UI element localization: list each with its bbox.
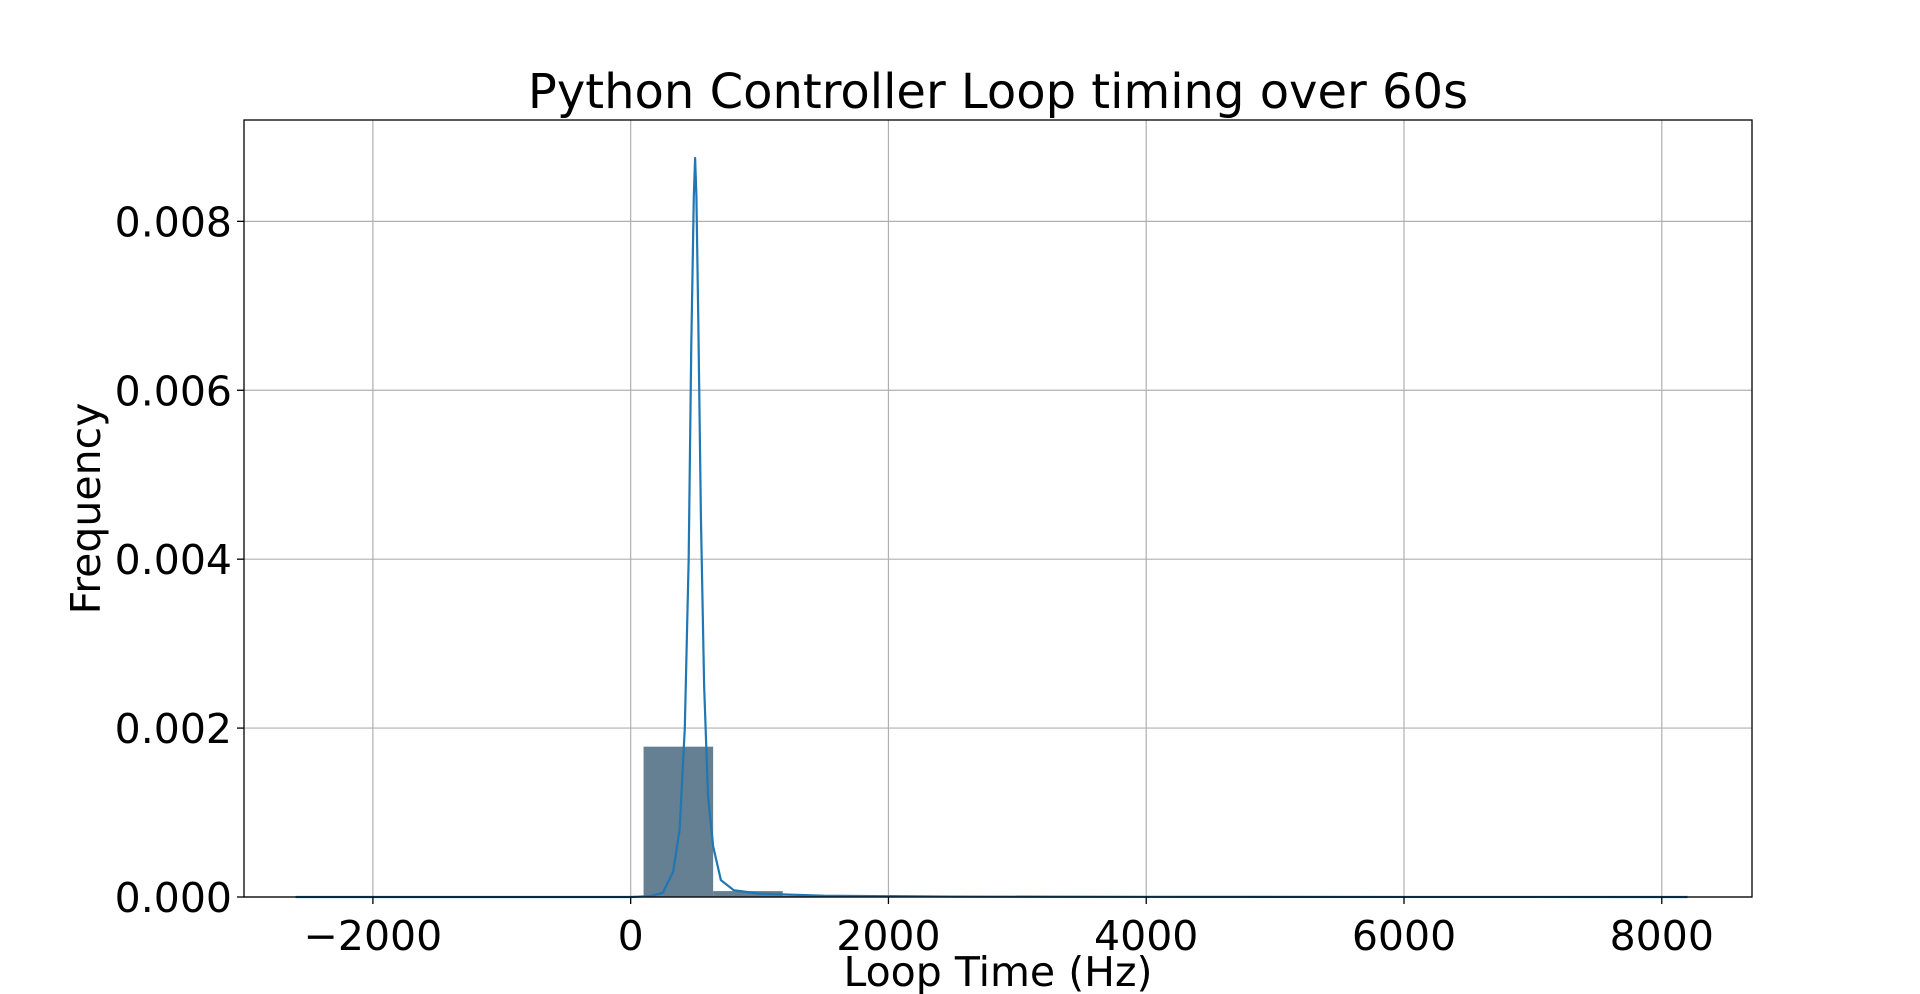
y-tick-label: 0.004 — [115, 536, 232, 584]
histogram-bar — [643, 746, 714, 897]
x-tick-label: 8000 — [1610, 912, 1714, 960]
curve-layer — [295, 156, 1688, 899]
x-tick-label: −2000 — [304, 912, 443, 960]
chart-title: Python Controller Loop timing over 60s — [528, 64, 1468, 120]
x-tick-label: 4000 — [1094, 912, 1198, 960]
bars-layer — [643, 746, 1131, 898]
ticks-layer: −2000 0 2000 4000 6000 8000 0.000 0.002 0.004 0.0… — [115, 198, 1714, 960]
kde-curve-line — [295, 156, 1688, 899]
x-tick-label: 6000 — [1352, 912, 1456, 960]
y-axis-label: Frequency — [62, 403, 110, 615]
x-tick-label: 2000 — [836, 912, 940, 960]
plot-frame — [243, 119, 1753, 898]
y-tick-label: 0.000 — [115, 874, 232, 922]
y-tick-label: 0.006 — [115, 367, 232, 415]
y-tick-label: 0.002 — [115, 705, 232, 753]
x-tick-label: 0 — [618, 912, 644, 960]
grid-layer — [244, 120, 1752, 898]
histogram-bar — [713, 891, 783, 897]
x-axis-label: Loop Time (Hz) — [843, 948, 1152, 994]
y-tick-label: 0.008 — [115, 198, 232, 246]
